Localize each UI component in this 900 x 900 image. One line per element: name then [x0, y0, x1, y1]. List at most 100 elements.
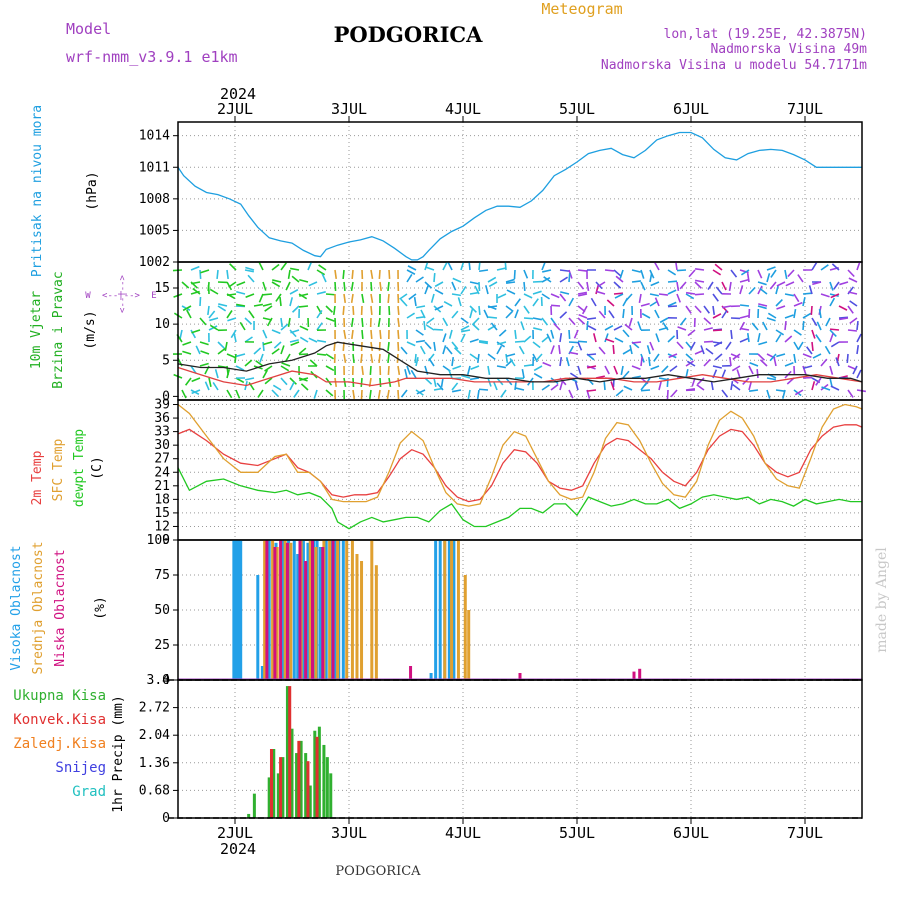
wind-arrow — [226, 353, 236, 359]
wind-arrow — [624, 323, 633, 331]
wind-arrow — [248, 310, 255, 319]
wind-arrow — [370, 341, 374, 352]
wind-arrow — [408, 293, 417, 301]
wind-arrow — [350, 317, 354, 328]
cloud-bar — [434, 540, 438, 680]
wind-arrow — [262, 293, 273, 296]
wind-arrow — [614, 293, 624, 299]
wind-arrow — [378, 341, 381, 352]
wind-arrow — [784, 314, 794, 319]
wind-arrow — [361, 317, 364, 328]
wind-arrow — [430, 293, 435, 303]
wind-arrow — [518, 345, 525, 355]
wind-arrow — [226, 310, 233, 319]
wind-arrow — [776, 305, 786, 310]
wind-arrow — [216, 269, 219, 280]
wind-arrow — [658, 377, 668, 381]
wind-arrow — [622, 308, 625, 319]
wind-arrow — [487, 305, 498, 309]
wind-arrow — [182, 341, 192, 346]
wind-arrow — [370, 269, 374, 280]
wind-arrow — [721, 305, 732, 309]
precip-bar — [247, 813, 251, 818]
wind-arrow — [514, 340, 525, 343]
precip-bar — [281, 757, 285, 818]
wind-arrow — [703, 358, 711, 367]
bottom-day-label: 6JUL — [673, 824, 709, 842]
cloud-bar — [292, 540, 296, 680]
cloud-bar — [333, 540, 337, 680]
wind-arrow — [506, 289, 516, 295]
wind-arrow — [520, 321, 525, 331]
wind-arrow — [325, 365, 335, 372]
wind-arrow — [773, 357, 777, 367]
wind-arrow — [442, 317, 449, 327]
wind-arrow — [351, 329, 354, 340]
cloud-bar — [296, 554, 300, 680]
cloud-bar — [234, 540, 238, 680]
wind-arrow — [631, 280, 642, 283]
wind-arrow — [577, 340, 588, 343]
compass-west: W — [85, 291, 91, 301]
wind-arrow — [762, 321, 768, 331]
precip-bar — [317, 726, 321, 818]
wind-arrow — [782, 389, 786, 399]
wind-arrow — [280, 323, 289, 331]
wind-arrow — [613, 325, 623, 331]
wind-arrow — [505, 305, 514, 313]
cloud-bar — [298, 540, 302, 680]
elevation-label: Nadmorska Visina 49m — [710, 42, 867, 57]
temperature-ytick-label: 36 — [154, 411, 170, 426]
wind-arrow — [224, 341, 228, 351]
wind-arrow — [667, 280, 678, 283]
wind-arrow — [658, 293, 669, 296]
wind-arrow — [532, 290, 542, 295]
wind-arrow — [825, 317, 831, 327]
wind-arrow — [469, 291, 480, 295]
wind-arrow — [426, 317, 435, 325]
bottom-year-label: 2024 — [220, 840, 256, 858]
precip-ytick-label: 0 — [162, 811, 170, 826]
wind-arrow — [613, 281, 622, 289]
cloud-ytick-label: 25 — [154, 638, 170, 653]
wind-arrow — [233, 333, 237, 343]
wind-arrow — [316, 339, 327, 343]
wind-arrow — [541, 317, 549, 326]
wind-arrow — [739, 314, 749, 319]
wind-arrow — [676, 269, 687, 272]
wind-arrow — [757, 353, 766, 361]
wind-arrow — [415, 276, 424, 283]
wind-arrow — [229, 263, 237, 271]
cloud-bar — [350, 540, 354, 680]
wind-arrow — [587, 325, 597, 331]
wind-arrow — [434, 281, 444, 288]
wind-arrow — [478, 339, 489, 343]
wind-arrow — [748, 365, 754, 375]
wind-arrow — [490, 322, 498, 331]
wind-arrow — [653, 353, 660, 362]
pressure-ytick-label: 1011 — [139, 160, 170, 175]
wind-arrow — [497, 341, 507, 346]
wind-arrow — [397, 329, 400, 340]
wind-arrow — [184, 377, 192, 386]
wind-arrow — [541, 276, 551, 283]
wind-arrow — [460, 333, 466, 343]
wind-title-2: Brzina i Pravac — [51, 271, 66, 388]
wind-arrow — [478, 388, 489, 391]
precip-bar — [329, 773, 333, 818]
wind-arrow — [523, 293, 533, 299]
cloud-bar — [409, 666, 413, 680]
wind-arrow — [515, 387, 525, 391]
wind-arrow — [740, 269, 750, 276]
precip-bar — [290, 728, 294, 818]
wind-arrow — [496, 345, 503, 355]
wind-arrow — [299, 293, 309, 297]
wind-arrow — [343, 353, 347, 364]
wind-arrow — [284, 353, 291, 363]
wind-arrow — [352, 389, 356, 400]
wind-arrow — [253, 303, 264, 307]
wind-arrow — [581, 305, 588, 315]
wind-arrow — [332, 305, 336, 316]
wind-arrow — [236, 281, 246, 287]
wind-arrow — [236, 290, 246, 295]
